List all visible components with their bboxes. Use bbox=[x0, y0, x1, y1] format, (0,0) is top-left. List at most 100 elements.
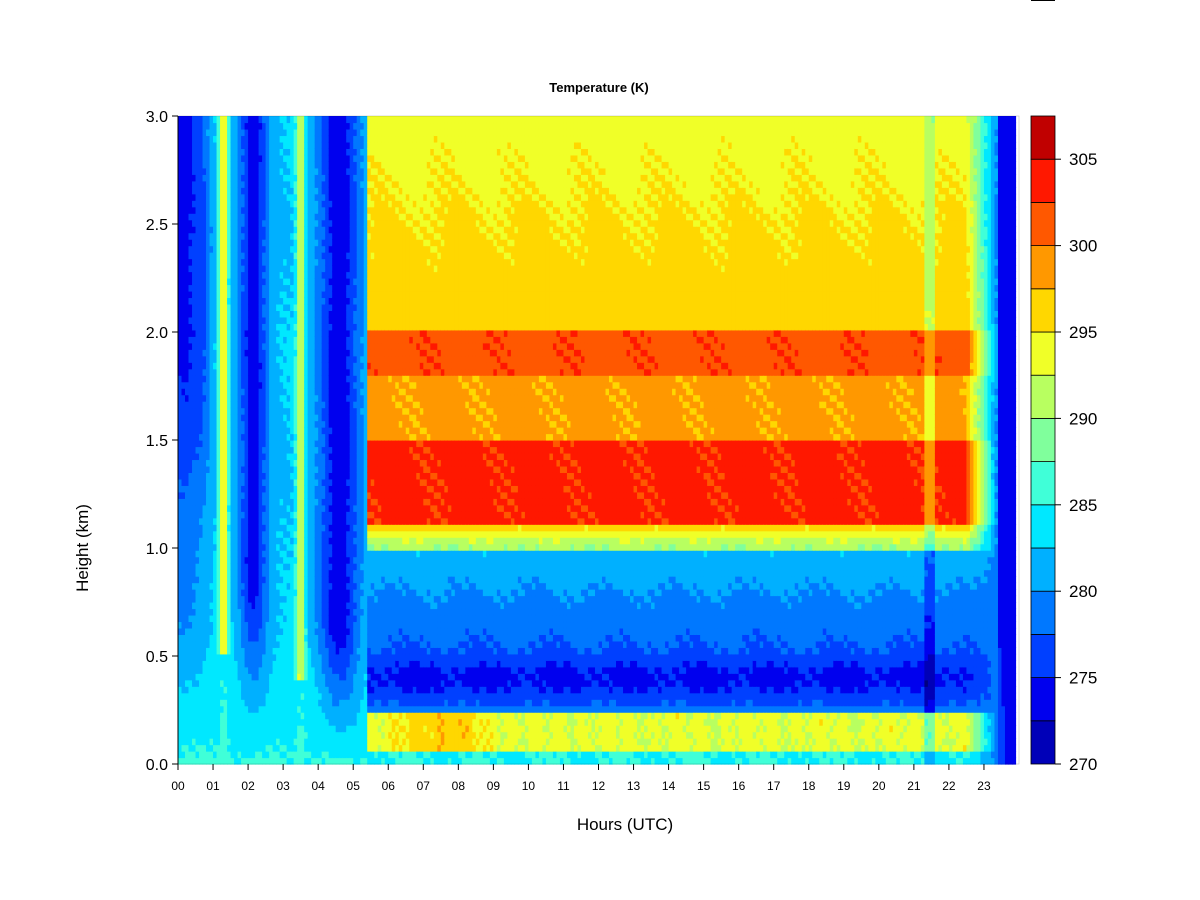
heat-cell bbox=[349, 232, 354, 240]
heat-cell bbox=[265, 614, 270, 623]
heat-cell bbox=[342, 459, 347, 467]
heat-cell bbox=[223, 485, 228, 493]
heat-cell bbox=[286, 342, 291, 350]
heat-cell bbox=[178, 401, 183, 409]
heat-cell bbox=[346, 213, 351, 221]
heat-cell bbox=[321, 686, 326, 694]
heat-cell bbox=[251, 589, 256, 597]
heat-cell bbox=[195, 725, 200, 733]
heat-cell bbox=[314, 381, 319, 389]
heat-cell bbox=[244, 284, 249, 292]
heat-cell bbox=[276, 193, 281, 201]
heat-cell bbox=[339, 407, 344, 415]
heat-cell bbox=[321, 498, 326, 506]
heat-cell bbox=[318, 517, 323, 525]
heat-cell bbox=[195, 550, 200, 558]
heat-cell bbox=[325, 362, 330, 370]
heat-cell bbox=[181, 537, 186, 545]
heat-cell bbox=[286, 446, 291, 454]
heat-cell bbox=[265, 219, 270, 227]
heat-cell bbox=[209, 550, 214, 558]
heat-cell bbox=[304, 427, 309, 435]
heat-cell bbox=[307, 297, 312, 305]
heat-cell bbox=[342, 440, 347, 448]
heat-cell bbox=[293, 375, 298, 383]
heat-cell bbox=[276, 699, 281, 707]
heat-cell bbox=[293, 504, 298, 512]
heat-cell bbox=[241, 316, 246, 324]
heat-cell bbox=[290, 608, 295, 616]
heat-cell bbox=[297, 303, 302, 311]
heat-cell bbox=[339, 265, 344, 273]
heat-cell bbox=[272, 517, 277, 525]
heat-cell bbox=[307, 187, 312, 195]
heat-cell bbox=[234, 407, 239, 415]
heat-cell bbox=[332, 258, 337, 266]
heat-cell bbox=[314, 660, 319, 668]
heat-cell bbox=[290, 459, 295, 467]
heat-cell bbox=[206, 187, 211, 195]
heat-cell bbox=[234, 595, 239, 603]
heat-cell bbox=[332, 472, 337, 480]
heat-cell bbox=[220, 174, 225, 182]
heat-cell bbox=[206, 258, 211, 266]
heat-cell bbox=[178, 116, 183, 124]
heat-cell bbox=[304, 323, 309, 331]
heat-cell bbox=[188, 634, 193, 642]
heat-cell bbox=[258, 673, 263, 681]
heat-cell bbox=[311, 135, 316, 143]
heat-cell bbox=[272, 550, 277, 558]
heat-cell bbox=[195, 465, 200, 473]
heat-cell bbox=[220, 342, 225, 350]
heat-cell bbox=[269, 621, 274, 629]
heat-cell bbox=[290, 550, 295, 558]
heat-cell bbox=[181, 459, 186, 467]
heat-cell bbox=[304, 368, 309, 376]
heat-cell bbox=[328, 452, 333, 461]
heat-cell bbox=[234, 323, 239, 331]
heat-cell bbox=[199, 602, 204, 610]
heat-cell bbox=[185, 660, 190, 668]
heat-cell bbox=[342, 712, 347, 720]
heat-cell bbox=[230, 122, 235, 130]
heat-cell bbox=[248, 757, 253, 765]
heat-cell bbox=[209, 647, 214, 655]
heat-cell bbox=[300, 329, 305, 337]
heat-cell bbox=[304, 576, 309, 584]
heat-cell bbox=[237, 297, 242, 305]
heat-cell bbox=[248, 614, 253, 623]
heat-cell bbox=[237, 686, 242, 694]
heat-cell bbox=[349, 148, 354, 156]
heat-cell bbox=[293, 174, 298, 182]
heat-cell bbox=[311, 180, 316, 188]
heat-cell bbox=[216, 180, 221, 188]
heat-cell bbox=[276, 556, 281, 564]
heat-cell bbox=[293, 355, 298, 363]
heat-cell bbox=[283, 148, 288, 156]
heat-cell bbox=[223, 187, 228, 195]
heat-cell bbox=[262, 647, 267, 655]
heat-cell bbox=[209, 193, 214, 201]
heat-cell bbox=[269, 368, 274, 376]
heat-cell bbox=[181, 135, 186, 143]
heat-cell bbox=[248, 640, 253, 648]
heat-cell bbox=[297, 602, 302, 610]
heat-cell bbox=[181, 167, 186, 175]
heat-cell bbox=[223, 414, 228, 422]
heat-cell bbox=[262, 388, 267, 396]
heat-cell bbox=[304, 154, 309, 162]
heat-cell bbox=[265, 258, 270, 266]
heat-cell bbox=[293, 180, 298, 188]
heat-cell bbox=[297, 731, 302, 739]
heat-cell bbox=[248, 349, 253, 357]
heat-cell bbox=[199, 427, 204, 435]
heat-cell bbox=[262, 614, 267, 623]
heat-cell bbox=[346, 647, 351, 655]
heat-cell bbox=[185, 362, 190, 370]
heat-cell bbox=[192, 692, 197, 700]
heat-cell bbox=[195, 621, 200, 629]
heat-cell bbox=[227, 498, 232, 506]
heat-cell bbox=[213, 394, 218, 402]
heat-cell bbox=[279, 375, 284, 383]
heat-cell bbox=[213, 511, 218, 519]
